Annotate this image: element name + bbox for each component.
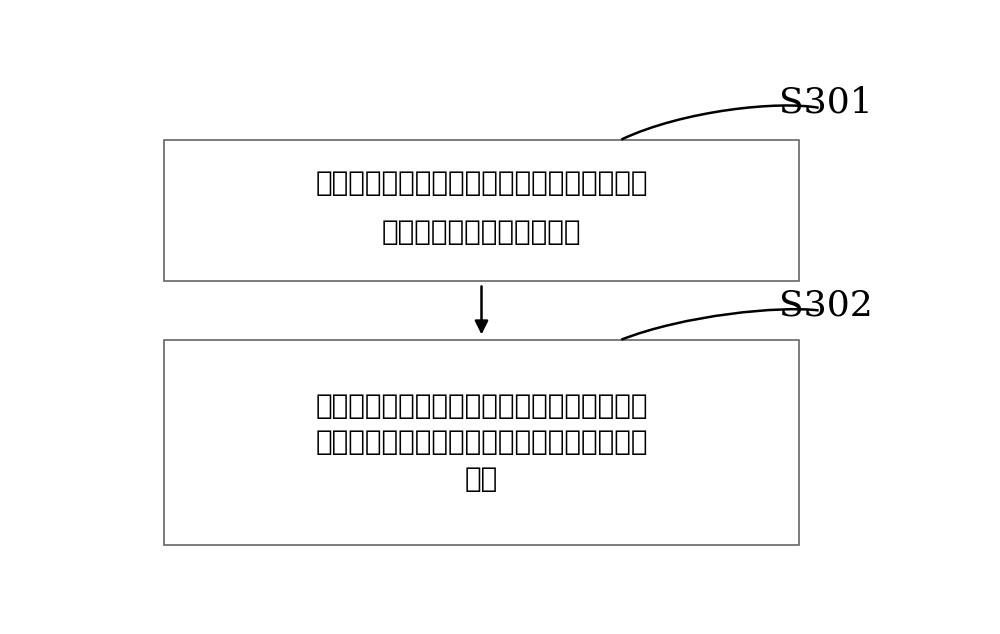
Text: 刷字体对应区域的位置信息: 刷字体对应区域的位置信息	[382, 218, 581, 246]
Text: 根据所述位置信息，对经过所述图像形状变换: 根据所述位置信息，对经过所述图像形状变换	[315, 392, 648, 420]
Text: S302: S302	[779, 288, 873, 323]
Text: 赋值: 赋值	[465, 465, 498, 493]
Bar	[164, 139, 799, 281]
Text: 获取经过所述图像形状变换后的待测图像中印: 获取经过所述图像形状变换后的待测图像中印	[315, 169, 648, 197]
Text: S301: S301	[779, 86, 873, 120]
Text: 后的待测图像中印刷字体对应区域的像素进行: 后的待测图像中印刷字体对应区域的像素进行	[315, 428, 648, 456]
Bar	[164, 340, 799, 545]
